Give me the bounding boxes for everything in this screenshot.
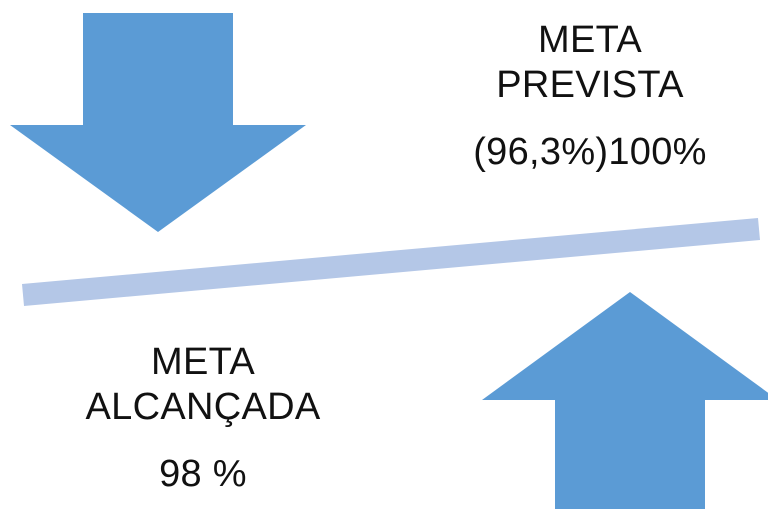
achieved-goal-value: 98 % <box>159 452 247 495</box>
arrow-up-icon <box>482 292 768 509</box>
planned-goal-value: (96,3%)100% <box>473 130 707 173</box>
achieved-goal-title-line1: META <box>151 341 255 383</box>
planned-goal-title-line1: META <box>538 19 642 61</box>
planned-goal-title-line2: PREVISTA <box>496 63 684 106</box>
balance-bar <box>22 218 760 306</box>
arrow-down-icon <box>10 13 306 232</box>
planned-goal-label: META PREVISTA (96,3%)100% <box>452 18 728 174</box>
achieved-goal-label: META ALCANÇADA 98 % <box>60 340 346 496</box>
achieved-goal-title-line2: ALCANÇADA <box>85 385 321 428</box>
